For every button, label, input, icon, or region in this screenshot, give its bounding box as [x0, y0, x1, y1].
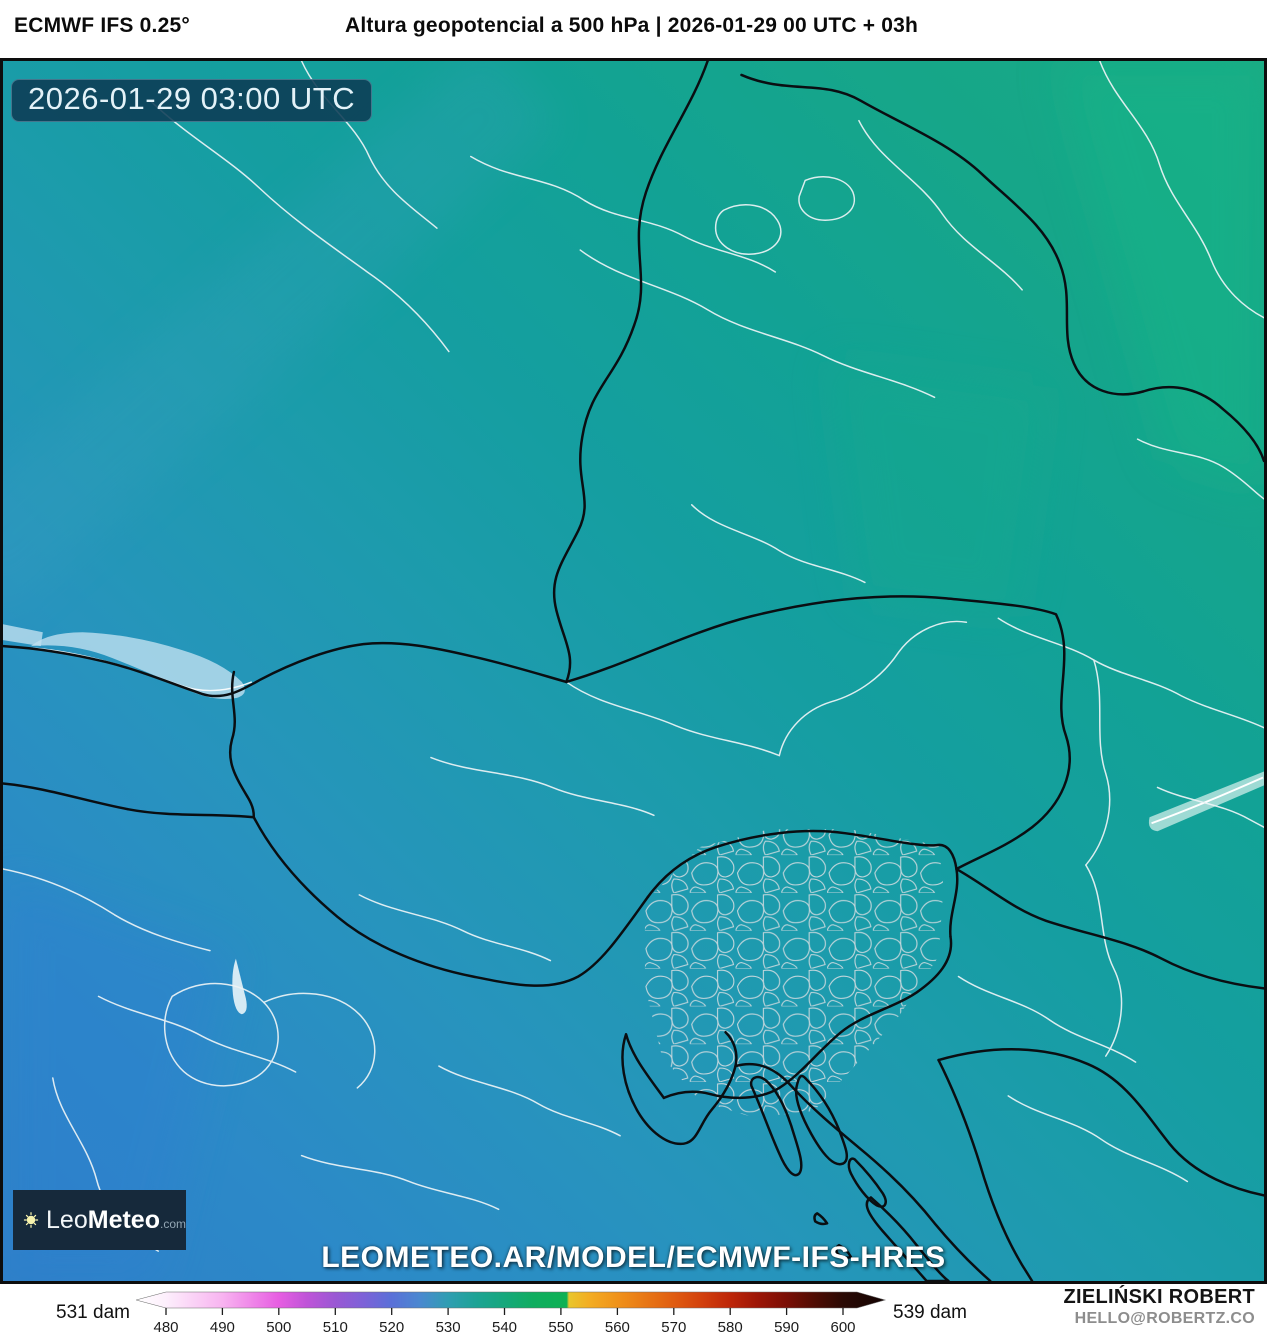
logo-wordmark: LeoMeteo.com: [46, 1205, 186, 1234]
timestamp-badge: 2026-01-29 03:00 UTC: [11, 79, 373, 122]
svg-text:530: 530: [436, 1319, 461, 1336]
svg-text:540: 540: [492, 1319, 517, 1336]
colorbar-tick-labels: 480 490 500 510 520 530 540 550 560 570 …: [153, 1319, 855, 1336]
colorbar-max-label: 539 dam: [893, 1302, 967, 1323]
colorbar: 480 490 500 510 520 530 540 550 560 570 …: [136, 1291, 887, 1336]
svg-text:500: 500: [266, 1319, 291, 1336]
leometeo-logo: LeoMeteo.com: [13, 1190, 186, 1250]
region-borders: [3, 61, 1264, 1252]
colorbar-min-label: 531 dam: [56, 1302, 130, 1323]
model-label: ECMWF IFS 0.25°: [14, 14, 190, 37]
country-borders: [3, 61, 1264, 1281]
author-credit: ZIELIŃSKI ROBERT: [1063, 1286, 1255, 1308]
svg-text:510: 510: [323, 1319, 348, 1336]
watermark-url: LEOMETEO.AR/MODEL/ECMWF-IFS-HRES: [321, 1241, 946, 1274]
svg-text:480: 480: [153, 1319, 178, 1336]
svg-text:600: 600: [830, 1319, 855, 1336]
author-email: HELLO@ROBERTZ.CO: [1074, 1310, 1255, 1327]
svg-text:590: 590: [774, 1319, 799, 1336]
svg-text:490: 490: [210, 1319, 235, 1336]
footer-bar: 531 dam: [0, 1284, 1267, 1338]
colorbar-ticks: [165, 1308, 844, 1315]
basemap-svg: [3, 61, 1264, 1281]
svg-text:550: 550: [548, 1319, 573, 1336]
header-bar: ECMWF IFS 0.25° Altura geopotencial a 50…: [0, 0, 1267, 58]
lakes: [3, 624, 1264, 1015]
svg-text:560: 560: [605, 1319, 630, 1336]
municipality-mesh: [644, 829, 944, 1118]
lake-garda: [232, 958, 247, 1015]
page-title: Altura geopotencial a 500 hPa | 2026-01-…: [345, 14, 919, 37]
svg-text:580: 580: [718, 1319, 743, 1336]
sun-icon: [23, 1212, 39, 1228]
svg-text:520: 520: [379, 1319, 404, 1336]
lake-constance: [30, 632, 245, 700]
svg-text:570: 570: [661, 1319, 686, 1336]
map-canvas: 2026-01-29 03:00 UTC LeoMeteo.com LEOMET…: [0, 58, 1267, 1284]
contour-band-patches: [3, 61, 1264, 1281]
colorbar-gradient-arrow: [136, 1291, 887, 1309]
